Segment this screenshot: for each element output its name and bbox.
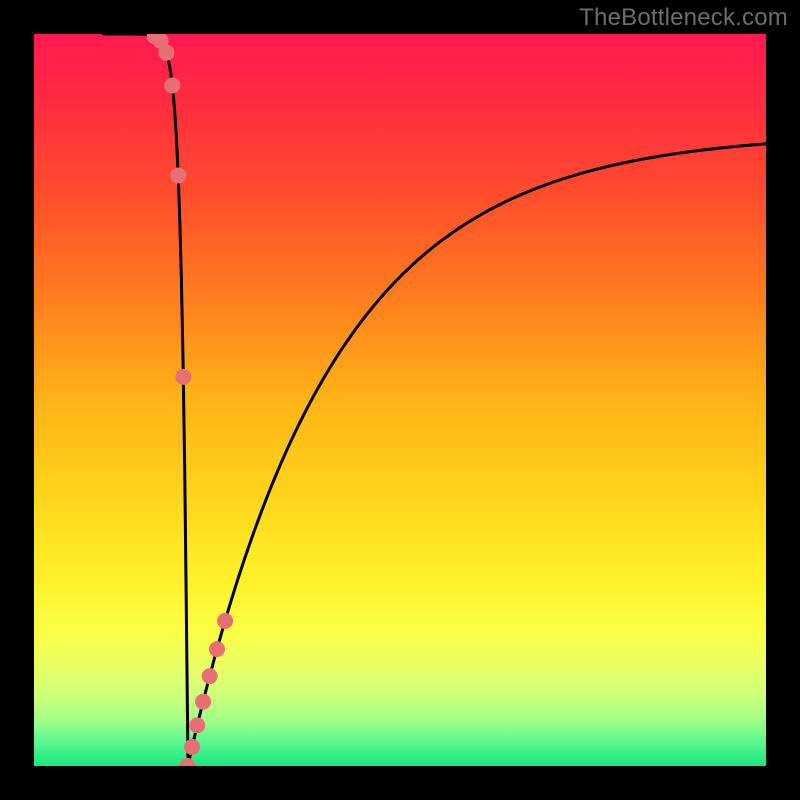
trough-marker xyxy=(184,739,200,755)
chart-frame: TheBottleneck.com xyxy=(0,0,800,800)
trough-marker xyxy=(217,613,233,629)
trough-marker xyxy=(170,168,186,184)
gradient-background xyxy=(34,34,766,766)
trough-marker xyxy=(189,717,205,733)
watermark-text: TheBottleneck.com xyxy=(579,4,788,32)
trough-marker xyxy=(195,694,211,710)
bottleneck-chart xyxy=(0,0,800,800)
trough-marker xyxy=(202,668,218,684)
trough-marker xyxy=(164,77,180,93)
trough-marker xyxy=(209,641,225,657)
trough-marker xyxy=(158,45,174,61)
trough-marker xyxy=(175,369,191,385)
